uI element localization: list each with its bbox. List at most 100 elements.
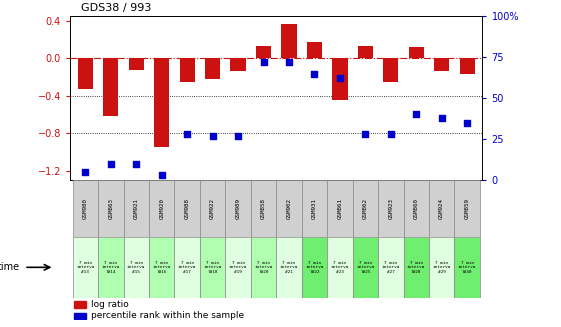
Bar (73, 180, 98, 237)
Text: GSM862: GSM862 (363, 198, 368, 219)
Point (310, 71, 319, 76)
Text: 7 min
interva
l#30: 7 min interva l#30 (458, 261, 476, 274)
Point (387, 131, 396, 137)
Bar (302, 237, 327, 298)
Bar (251, 237, 276, 298)
Bar (327, 237, 353, 298)
Point (437, 115, 446, 120)
Text: GSM924: GSM924 (439, 198, 444, 219)
Point (157, 172, 166, 178)
Bar (408, 47, 424, 59)
Bar (454, 237, 480, 298)
Text: GSM861: GSM861 (337, 198, 342, 219)
Text: GSM863: GSM863 (108, 198, 113, 219)
Bar (459, 59, 475, 74)
Text: GDS38 / 993: GDS38 / 993 (81, 3, 151, 13)
Bar (276, 237, 302, 298)
Text: 7 min
interva
#13: 7 min interva #13 (76, 261, 95, 274)
Bar (123, 180, 149, 237)
Bar (231, 59, 246, 71)
Bar (200, 237, 226, 298)
Text: GSM980: GSM980 (83, 198, 88, 219)
Bar (149, 237, 174, 298)
Bar (302, 180, 327, 237)
Bar (332, 59, 348, 99)
Text: GSM920: GSM920 (159, 198, 164, 219)
Bar (383, 59, 398, 82)
Point (107, 161, 116, 166)
Bar (205, 59, 220, 79)
Point (132, 161, 141, 166)
Text: GSM858: GSM858 (261, 198, 266, 219)
Text: GSM989: GSM989 (236, 198, 241, 219)
Text: 7 min
interva
#27: 7 min interva #27 (381, 261, 400, 274)
Bar (403, 180, 429, 237)
Bar (128, 59, 144, 70)
Bar (353, 237, 378, 298)
Bar (123, 237, 149, 298)
Bar (434, 59, 449, 72)
Bar (429, 180, 454, 237)
Text: 7 min
interva
#15: 7 min interva #15 (127, 261, 145, 274)
Text: log ratio: log ratio (91, 300, 128, 309)
Bar (226, 180, 251, 237)
Bar (378, 180, 403, 237)
Point (412, 112, 421, 117)
Bar (353, 180, 378, 237)
Bar (454, 180, 480, 237)
Bar (74, 301, 86, 308)
Text: 7 min
interva
l#16: 7 min interva l#16 (153, 261, 171, 274)
Text: percentile rank within the sample: percentile rank within the sample (91, 311, 244, 320)
Text: 7 min
interva
#17: 7 min interva #17 (178, 261, 196, 274)
Bar (403, 237, 429, 298)
Text: 7 min
interva
l#25: 7 min interva l#25 (356, 261, 375, 274)
Text: 7 min
interva
l#22: 7 min interva l#22 (305, 261, 324, 274)
Text: GSM921: GSM921 (134, 198, 139, 219)
Point (233, 133, 242, 138)
Text: 7 min
interva
#21: 7 min interva #21 (280, 261, 298, 274)
Bar (73, 237, 98, 298)
Bar (307, 42, 322, 59)
Point (463, 120, 472, 125)
Text: GSM902: GSM902 (287, 198, 292, 219)
Bar (154, 59, 169, 147)
Bar (251, 180, 276, 237)
Bar (358, 46, 373, 59)
Text: GSM922: GSM922 (210, 198, 215, 219)
Point (361, 131, 370, 137)
Bar (226, 237, 251, 298)
Text: GSM859: GSM859 (465, 198, 470, 219)
Bar (282, 24, 297, 59)
Bar (98, 237, 123, 298)
Point (259, 60, 268, 65)
Point (335, 76, 344, 81)
Text: 7 min
interva
#23: 7 min interva #23 (331, 261, 349, 274)
Bar (103, 59, 118, 116)
Text: 7 min
interva
l#18: 7 min interva l#18 (204, 261, 222, 274)
Bar (276, 180, 302, 237)
Bar (174, 237, 200, 298)
Text: 7 min
interva
l#14: 7 min interva l#14 (102, 261, 120, 274)
Bar (98, 180, 123, 237)
Bar (327, 180, 353, 237)
Text: 7 min
interva
#19: 7 min interva #19 (229, 261, 247, 274)
Text: 7 min
interva
l#28: 7 min interva l#28 (407, 261, 425, 274)
Text: 7 min
interva
#29: 7 min interva #29 (433, 261, 451, 274)
Bar (74, 313, 86, 319)
Bar (149, 180, 174, 237)
Text: 7 min
interva
l#20: 7 min interva l#20 (254, 261, 273, 274)
Text: GSM988: GSM988 (185, 198, 190, 219)
Point (284, 60, 293, 65)
Point (183, 131, 192, 137)
Bar (378, 237, 403, 298)
Bar (180, 59, 195, 82)
Bar (78, 59, 93, 89)
Bar (256, 46, 271, 59)
Point (208, 133, 217, 138)
Text: GSM860: GSM860 (414, 198, 419, 219)
Bar (429, 237, 454, 298)
Text: GSM931: GSM931 (312, 198, 317, 219)
Bar (200, 180, 226, 237)
Text: time: time (0, 262, 20, 272)
Text: GSM923: GSM923 (388, 198, 393, 219)
